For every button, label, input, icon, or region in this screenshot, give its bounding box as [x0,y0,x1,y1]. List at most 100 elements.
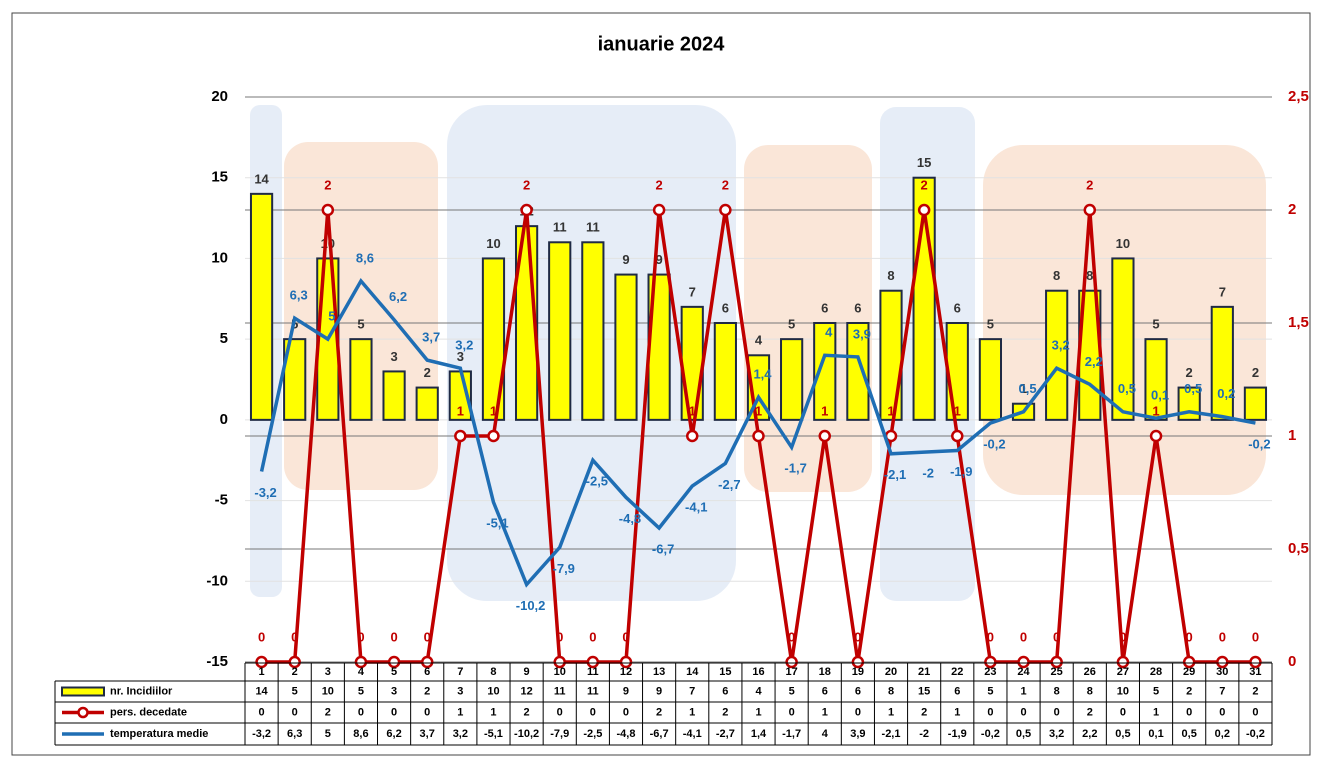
point-label: 1 [1152,403,1159,418]
table-cell: -1,7 [782,728,801,740]
table-cell: 10 [322,685,334,697]
point-label: 0 [1219,629,1226,644]
y-tick-label: 20 [211,88,228,105]
bar [481,257,506,421]
point-label: 0 [258,629,265,644]
y2-tick-label: 2,5 [1288,88,1309,105]
bar [1243,386,1268,421]
point-label: 3,2 [1052,338,1070,353]
table-cell: 1 [689,706,695,718]
bar [415,386,439,421]
bar-label: 2 [424,365,431,380]
y-tick-label: 5 [220,330,228,347]
point-label: 0 [1053,629,1060,644]
point-label: 0 [987,629,994,644]
x-tick-label: 6 [424,666,430,678]
table-cell: 6,2 [386,728,401,740]
table-cell: 1 [954,706,960,718]
table-cell: -4,8 [616,728,635,740]
marker [1050,655,1063,669]
table-cell: 6 [822,685,828,697]
x-tick-label: 26 [1084,666,1096,678]
point-label: 1 [821,403,828,418]
table-cell: 0 [1120,706,1126,718]
point-label: 1,4 [753,367,772,382]
y-tick-label: -10 [206,572,228,589]
legend-label: temperatura medie [110,728,208,740]
point-label: -2,5 [586,474,608,489]
table-cell: 0,5 [1016,728,1031,740]
point-label: 2 [655,177,662,192]
x-tick-label: 5 [391,666,397,678]
table-cell: 2 [1186,685,1192,697]
point-label: 2 [523,177,530,192]
bar [283,338,307,421]
table-cell: 11 [554,685,566,697]
x-tick-label: 20 [885,666,897,678]
table-cell: 0 [358,706,364,718]
marker [1083,203,1097,217]
x-tick-label: 8 [490,666,496,678]
table-cell: 12 [520,685,532,697]
point-label: 0 [589,629,596,644]
table-cell: 6 [722,685,728,697]
marker [719,203,732,217]
point-label: -3,2 [254,485,276,500]
table-cell: 8 [1054,685,1060,697]
y2-tick-label: 0 [1288,653,1296,670]
table-cell: 8,6 [353,728,368,740]
bar-label: 3 [457,349,464,364]
bar [382,370,406,421]
point-label: 0 [622,629,629,644]
bar-label: 7 [689,284,696,299]
bar-label: 8 [887,268,894,283]
point-label: -1,9 [950,464,972,479]
point-label: -10,2 [516,598,546,613]
marker [387,655,401,669]
x-tick-label: 28 [1150,666,1162,678]
table-cell: 14 [255,685,268,697]
table-cell: 2 [424,685,430,697]
point-label: 3,7 [422,330,440,345]
marker [984,655,997,669]
table-cell: -7,9 [550,728,569,740]
x-tick-label: 9 [524,666,530,678]
y-tick-label: 10 [211,249,228,266]
x-tick-label: 27 [1117,666,1129,678]
table-cell: -2,1 [882,728,901,740]
table-cell: -10,2 [514,728,539,740]
point-label: 0,1 [1151,388,1169,403]
point-label: 5 [328,309,335,324]
marker [255,655,268,669]
table-cell: 2,2 [1082,728,1097,740]
bar-label: 10 [1116,236,1130,251]
bar-label: 8 [1086,268,1093,283]
table-cell: 10 [487,685,499,697]
table-cell: 2 [1252,685,1258,697]
marker [1182,655,1196,669]
table-cell: 0 [623,706,629,718]
table-cell: 5 [325,728,331,740]
table-cell: 1,4 [751,728,767,740]
bar-label: 11 [553,220,567,235]
bar [614,273,638,421]
point-label: 2,2 [1085,354,1103,369]
x-tick-label: 7 [457,666,463,678]
x-tick-label: 17 [786,666,798,678]
bar [1111,257,1135,421]
table-cell: 1 [490,706,496,718]
table-cell: 0,2 [1215,728,1230,740]
marker [420,655,434,669]
bar-label: 5 [1152,317,1159,332]
y2-tick-label: 0,5 [1288,540,1309,557]
x-tick-label: 22 [951,666,963,678]
table-cell: 1 [888,706,894,718]
table-cell: -0,2 [981,728,1000,740]
bar [349,338,373,421]
bar-label: 2 [1186,365,1193,380]
point-label: -2,1 [884,467,906,482]
marker [851,655,865,669]
marker [1017,655,1030,669]
marker [321,203,335,217]
marker [553,655,566,669]
